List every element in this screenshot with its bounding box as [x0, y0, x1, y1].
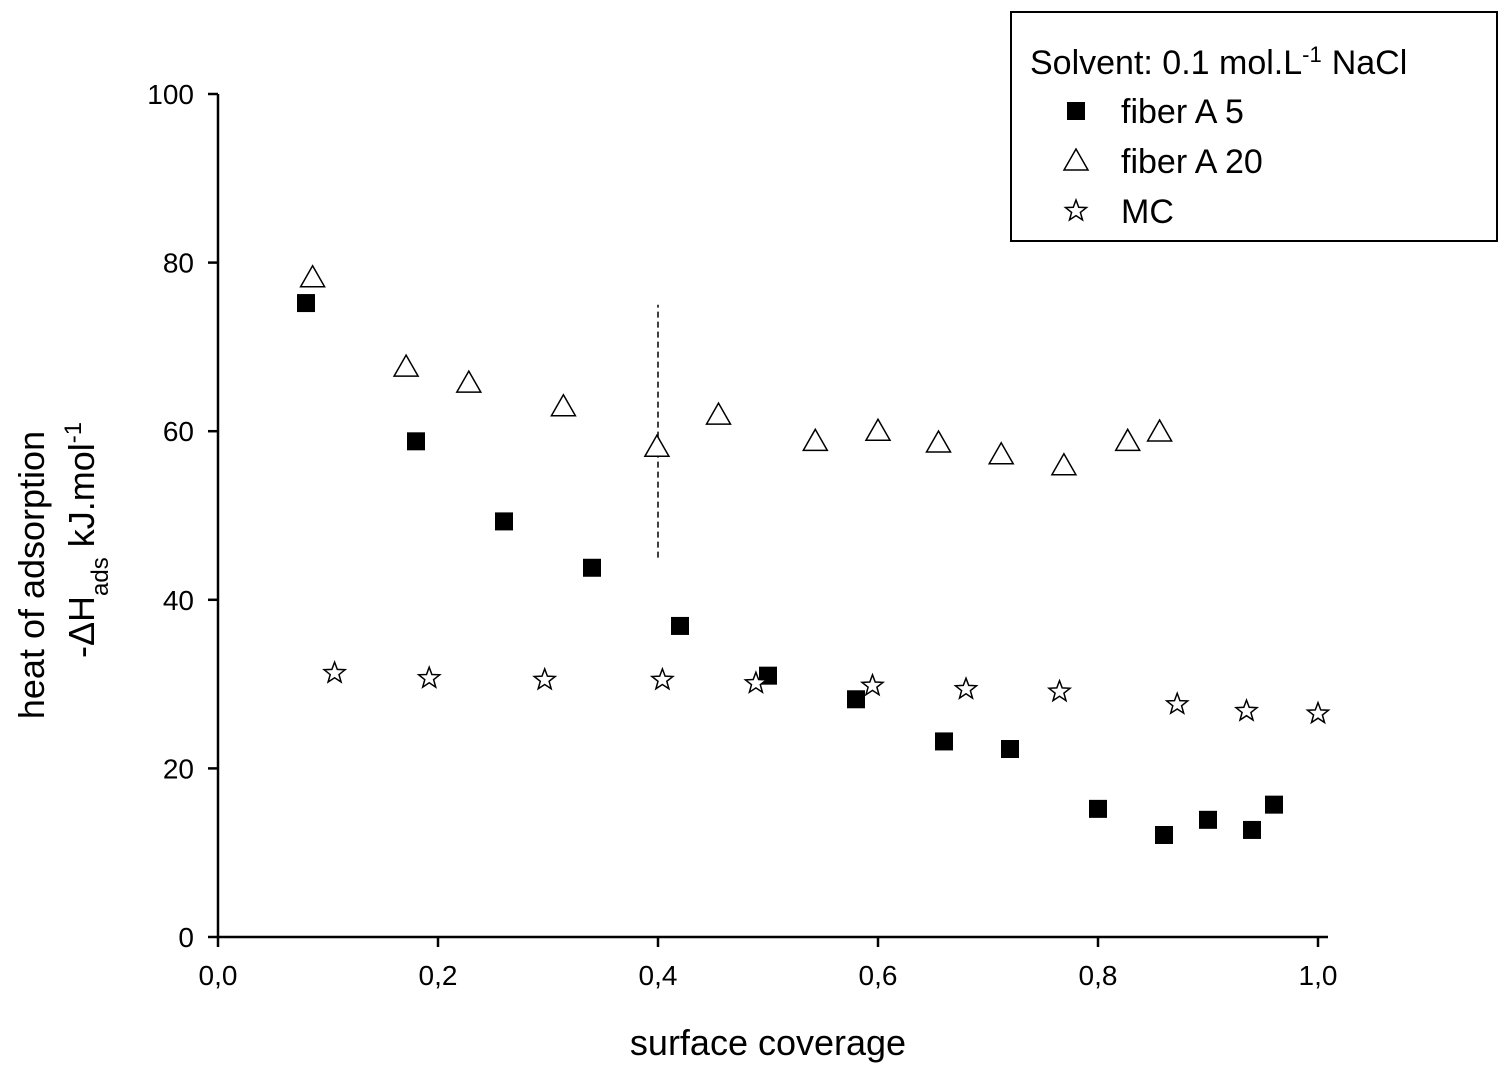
legend-label: fiber A 5: [1121, 93, 1244, 131]
marker-triangle: [550, 393, 577, 417]
x-tick-label: 0,6: [859, 960, 898, 991]
x-tick-label: 1,0: [1299, 960, 1338, 991]
y-tick-label: 100: [147, 79, 194, 110]
x-tick-label: 0,4: [639, 960, 678, 991]
marker-triangle: [864, 417, 892, 441]
y-tick-label: 20: [163, 753, 194, 784]
x-tick-label: 0,2: [419, 960, 458, 991]
marker-triangle: [1114, 427, 1141, 452]
y-axis-title: heat of adsorption: [11, 431, 52, 719]
marker-star: [649, 666, 675, 691]
marker-square: [1199, 810, 1217, 829]
marker-square: [671, 616, 689, 635]
legend-title-pre: Solvent: 0.1 mol.L: [1030, 44, 1302, 82]
legend-label: fiber A 20: [1121, 143, 1263, 181]
marker-star: [322, 659, 348, 684]
legend-title-post: NaCl: [1332, 44, 1408, 82]
marker-square: [1089, 799, 1107, 818]
marker-square: [1265, 795, 1283, 814]
marker-star: [859, 672, 886, 697]
legend-title-sup: -1: [1302, 42, 1322, 67]
x-tick-label: 0,8: [1079, 960, 1118, 991]
marker-star: [743, 670, 769, 694]
y-tick-label: 40: [163, 585, 194, 616]
marker-triangle: [1146, 418, 1173, 442]
marker-star: [1305, 700, 1331, 725]
y-tick-label: 0: [178, 922, 194, 953]
marker-square: [847, 690, 865, 709]
marker-star: [1233, 697, 1260, 722]
y-label-sup: -1: [60, 422, 87, 443]
legend: Solvent: 0.1 mol.L-1 NaCl fiber A 5 fiber …: [1010, 11, 1498, 242]
marker-triangle: [705, 401, 732, 425]
marker-square: [935, 732, 953, 751]
y-axis-title-2: -ΔHads kJ.mol-1: [60, 422, 114, 658]
marker-square: [1067, 102, 1085, 120]
marker-triangle: [643, 433, 671, 457]
marker-star: [1063, 197, 1089, 222]
marker-star: [1164, 691, 1190, 715]
x-axis-title: surface coverage: [630, 1022, 906, 1063]
y-label-unit: kJ.mol: [61, 443, 102, 547]
legend-title: Solvent: 0.1 mol.L-1 NaCl: [1030, 42, 1407, 83]
marker-star: [532, 666, 558, 691]
marker-square: [297, 294, 315, 313]
marker-square: [1001, 740, 1019, 759]
marker-square: [407, 432, 425, 451]
legend-box: [1010, 11, 1498, 242]
marker-star: [953, 676, 979, 700]
marker-triangle: [1062, 147, 1090, 171]
marker-square: [495, 512, 513, 531]
x-tick-label: 0,0: [199, 960, 238, 991]
marker-triangle: [299, 264, 326, 288]
marker-triangle: [802, 427, 829, 452]
legend-label: MC: [1121, 193, 1174, 231]
y-label-main: -ΔH: [61, 596, 102, 658]
marker-triangle: [1050, 452, 1078, 476]
y-tick-label: 80: [163, 248, 194, 279]
marker-triangle: [987, 441, 1015, 465]
marker-square: [1243, 820, 1261, 839]
y-label-sub: ads: [87, 557, 114, 596]
marker-triangle: [925, 429, 952, 453]
marker-star: [1046, 678, 1073, 703]
y-tick-label: 60: [163, 416, 194, 447]
marker-square: [583, 558, 601, 577]
marker-star: [416, 665, 442, 689]
marker-triangle: [455, 369, 483, 393]
marker-square: [1155, 825, 1173, 844]
marker-triangle: [392, 353, 420, 377]
